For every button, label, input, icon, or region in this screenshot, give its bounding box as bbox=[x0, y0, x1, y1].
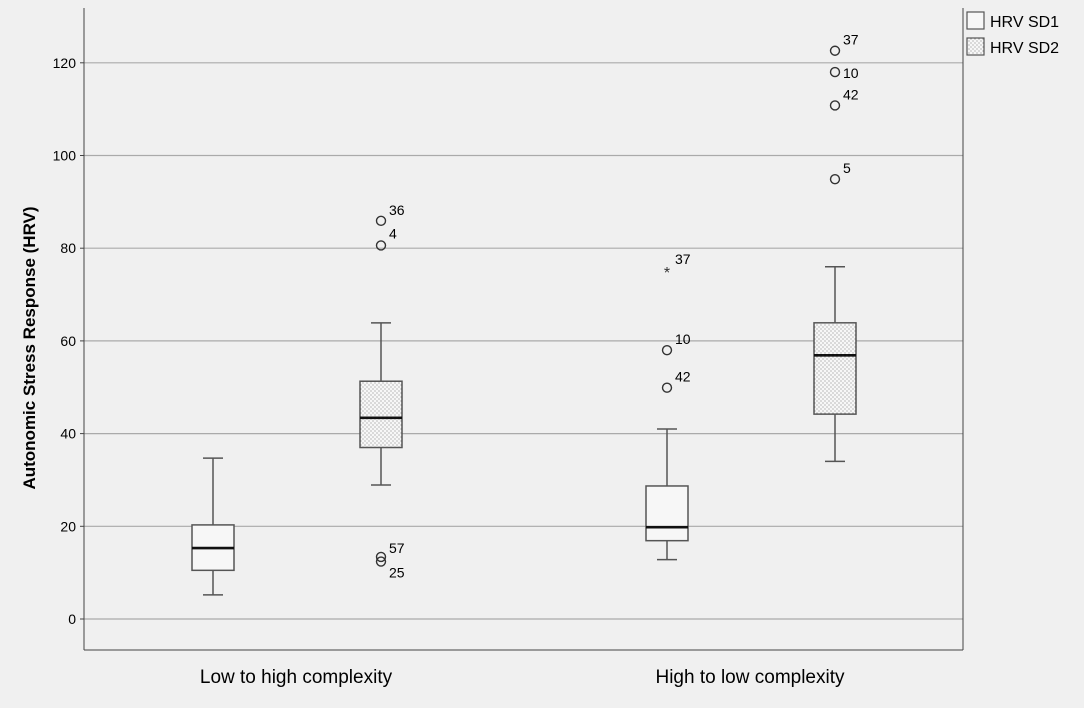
outlier-circle bbox=[829, 45, 841, 56]
legend-swatch-1 bbox=[966, 11, 985, 30]
outlier-circle bbox=[661, 344, 673, 356]
iqr-box bbox=[645, 485, 689, 542]
outlier-circle bbox=[829, 100, 841, 111]
outlier-label: 4 bbox=[389, 225, 397, 241]
box-2-1 bbox=[359, 322, 403, 486]
outlier-label: 5 bbox=[843, 160, 851, 176]
outlier-circle bbox=[375, 556, 387, 567]
legend: HRV SD1 HRV SD2 bbox=[966, 11, 1059, 57]
iqr-box bbox=[359, 380, 403, 449]
box-1-1 bbox=[191, 457, 235, 596]
box-1-2 bbox=[645, 428, 689, 561]
y-tick-label-80: 80 bbox=[60, 240, 76, 256]
boxes bbox=[191, 265, 857, 596]
outlier-circle bbox=[375, 215, 387, 227]
outlier-circle bbox=[375, 240, 387, 251]
x-category-labels: Low to high complexity High to low comple… bbox=[200, 667, 845, 688]
y-tick-label-20: 20 bbox=[60, 518, 76, 534]
axes bbox=[83, 8, 964, 651]
y-tick-label-40: 40 bbox=[60, 426, 76, 442]
outlier-circle bbox=[661, 382, 673, 393]
legend-swatch-2 bbox=[966, 37, 985, 56]
outliers: * 37 10 42 36 4 57 25 37 10 42 5 bbox=[375, 32, 859, 581]
iqr-box bbox=[813, 322, 857, 415]
outlier-label: 42 bbox=[843, 86, 859, 102]
y-axis-title: Autonomic Stress Response (HRV) bbox=[20, 206, 39, 489]
y-tick-label-100: 100 bbox=[53, 148, 77, 164]
outlier-label: 57 bbox=[389, 540, 405, 556]
box-2-2 bbox=[813, 265, 857, 463]
outlier-star: * bbox=[664, 265, 670, 282]
outlier-label: 37 bbox=[675, 251, 691, 267]
outlier-label: 25 bbox=[389, 565, 405, 581]
outlier-label: 36 bbox=[389, 202, 405, 218]
outlier-label: 37 bbox=[843, 32, 859, 48]
legend-label-1: HRV SD1 bbox=[990, 14, 1059, 31]
y-tick-label-60: 60 bbox=[60, 333, 76, 349]
x-category-label-2: High to low complexity bbox=[655, 667, 845, 688]
outlier-circle bbox=[829, 66, 841, 78]
outlier-circle bbox=[829, 173, 841, 185]
outlier-label: 10 bbox=[675, 331, 691, 347]
outlier-label: 42 bbox=[675, 369, 691, 385]
y-tick-label-120: 120 bbox=[53, 55, 77, 71]
y-tick-label-0: 0 bbox=[68, 611, 76, 627]
legend-label-2: HRV SD2 bbox=[990, 40, 1059, 57]
x-category-label-1: Low to high complexity bbox=[200, 667, 393, 688]
y-tick-labels: 0 20 40 60 80 100 120 bbox=[53, 55, 77, 627]
outlier-circle bbox=[375, 551, 387, 563]
outlier-label: 10 bbox=[843, 65, 859, 81]
